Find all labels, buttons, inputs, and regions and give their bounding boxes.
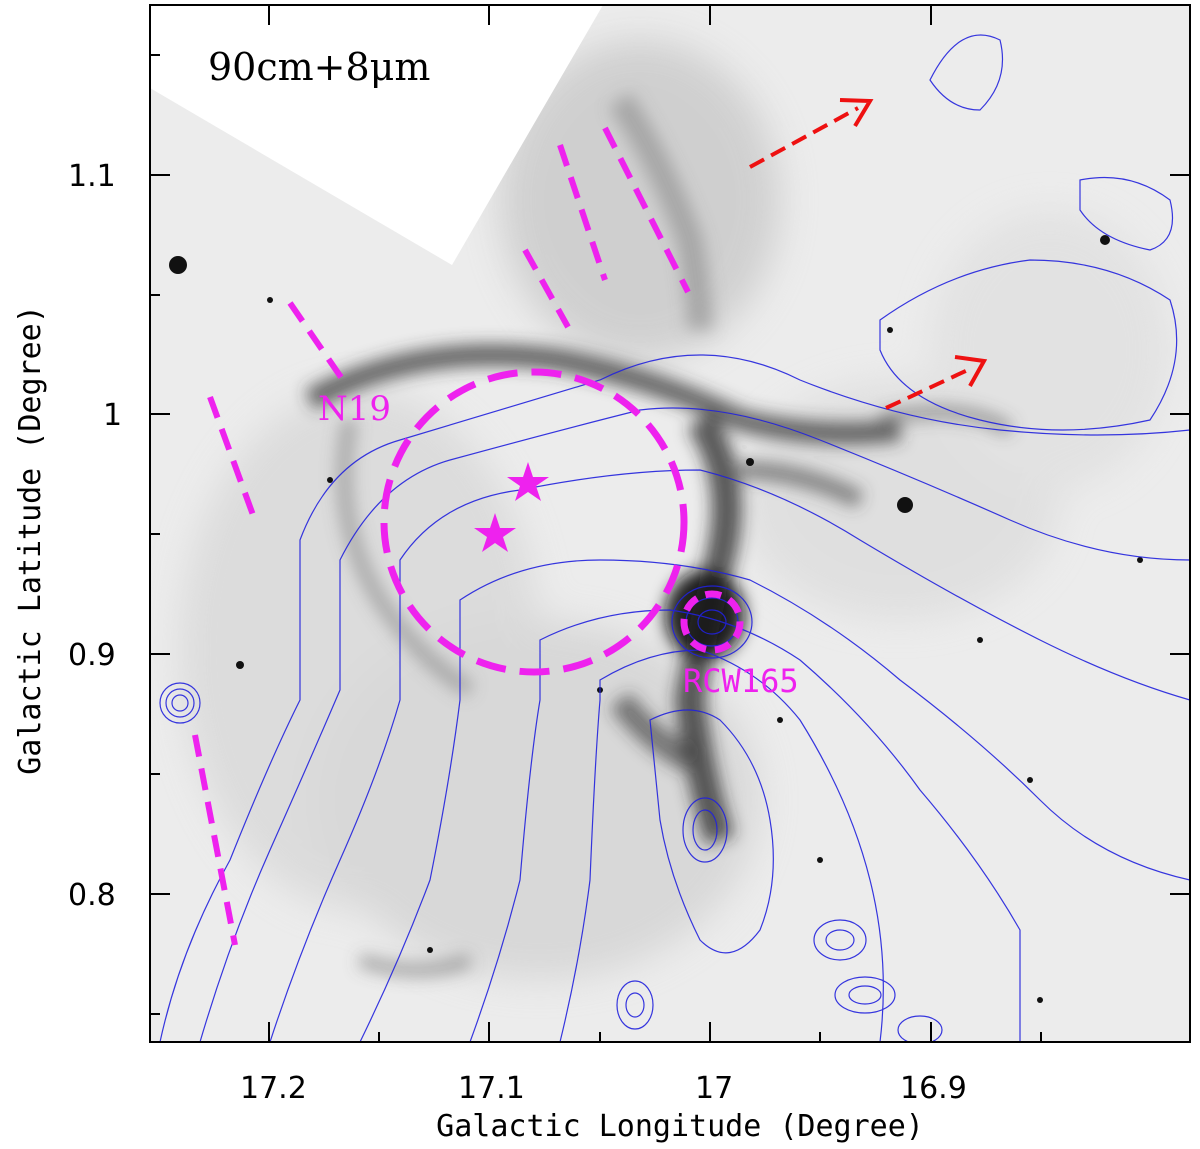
- outflow-arrows: [749, 106, 973, 410]
- x-tick-label: 17: [695, 1071, 733, 1106]
- infrared-image: [150, 5, 1190, 1042]
- y-tick-label: 0.9: [68, 638, 116, 673]
- rcw165-ring: [680, 590, 744, 654]
- x-tick-label: 17.1: [458, 1071, 525, 1106]
- x-axis-title: Galactic Longitude (Degree): [436, 1109, 924, 1144]
- plot-frame: [149, 4, 1191, 1043]
- n19-label: N19: [318, 389, 391, 429]
- y-axis-title: Galactic Latitude (Degree): [13, 305, 48, 775]
- dashed-lines: [192, 126, 691, 946]
- panel-label: 90cm+8μm: [208, 45, 430, 89]
- n19-ring: [380, 368, 688, 676]
- rcw165-label: RCW165: [683, 662, 799, 700]
- x-tick-label: 17.2: [240, 1071, 307, 1106]
- radio-contours: [159, 34, 1190, 1042]
- x-tick-label: 16.9: [900, 1071, 967, 1106]
- star-markers: [474, 462, 549, 552]
- arrowheads: [839, 98, 988, 387]
- y-tick-label: 1: [103, 398, 122, 433]
- axis-ticks: [150, 5, 1190, 1042]
- y-tick-label: 1.1: [68, 159, 116, 194]
- y-tick-label: 0.8: [68, 878, 116, 913]
